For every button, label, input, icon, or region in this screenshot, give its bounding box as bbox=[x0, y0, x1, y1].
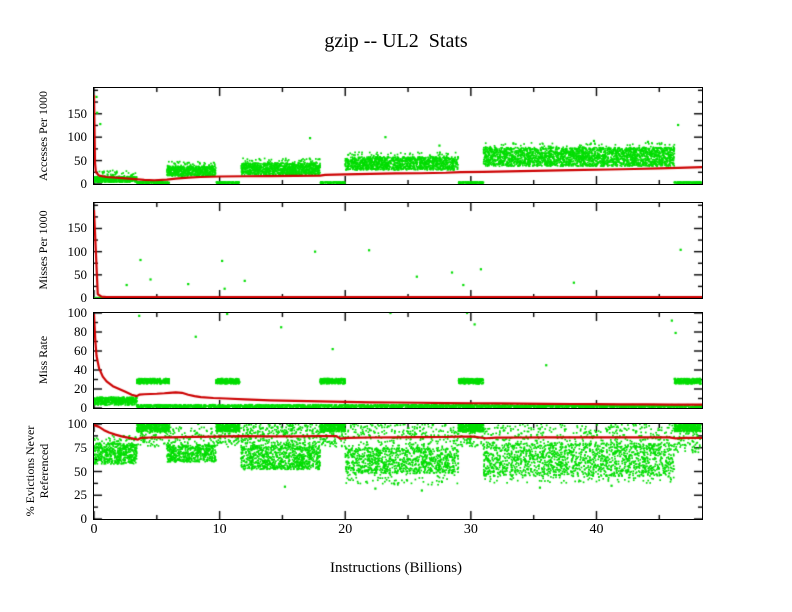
plot-area-panel-4 bbox=[93, 423, 703, 520]
plot-area-panel-1 bbox=[93, 87, 703, 185]
plot-area-panel-2 bbox=[93, 202, 703, 299]
y-tick-label: 150 bbox=[67, 105, 88, 121]
y-tick-label: 150 bbox=[67, 220, 88, 236]
y-tick-label: 50 bbox=[74, 152, 87, 168]
y-tick-label: 0 bbox=[80, 290, 88, 305]
x-tick-label: 40 bbox=[589, 522, 604, 537]
y-tick-label: 20 bbox=[74, 381, 87, 396]
y-tick-label: 0 bbox=[80, 400, 88, 415]
x-tick-label: 10 bbox=[212, 522, 227, 537]
y-tick-label: 60 bbox=[74, 343, 87, 358]
y-tick-label: 0 bbox=[80, 176, 88, 191]
x-axis-label: Instructions (Billions) bbox=[329, 560, 463, 576]
y-tick-label: 100 bbox=[67, 416, 88, 431]
x-tick-label: 30 bbox=[463, 522, 478, 537]
y-tick-label: 100 bbox=[67, 305, 88, 320]
y-tick-label: 100 bbox=[67, 243, 88, 259]
y-tick-label: 50 bbox=[74, 266, 87, 282]
x-tick-label: 20 bbox=[338, 522, 353, 537]
y-tick-label: 40 bbox=[74, 362, 87, 377]
y-tick-label: 0 bbox=[80, 511, 88, 526]
y-tick-label: 80 bbox=[74, 324, 87, 339]
y-tick-label: 25 bbox=[74, 487, 87, 503]
plot-area-panel-3 bbox=[93, 312, 703, 409]
chart-title: gzip -- UL2 Stats bbox=[324, 30, 468, 52]
y-tick-label: 75 bbox=[74, 439, 87, 455]
y-tick-label: 50 bbox=[74, 463, 87, 479]
y-tick-label: 100 bbox=[67, 129, 88, 145]
x-tick-label: 0 bbox=[90, 522, 98, 537]
